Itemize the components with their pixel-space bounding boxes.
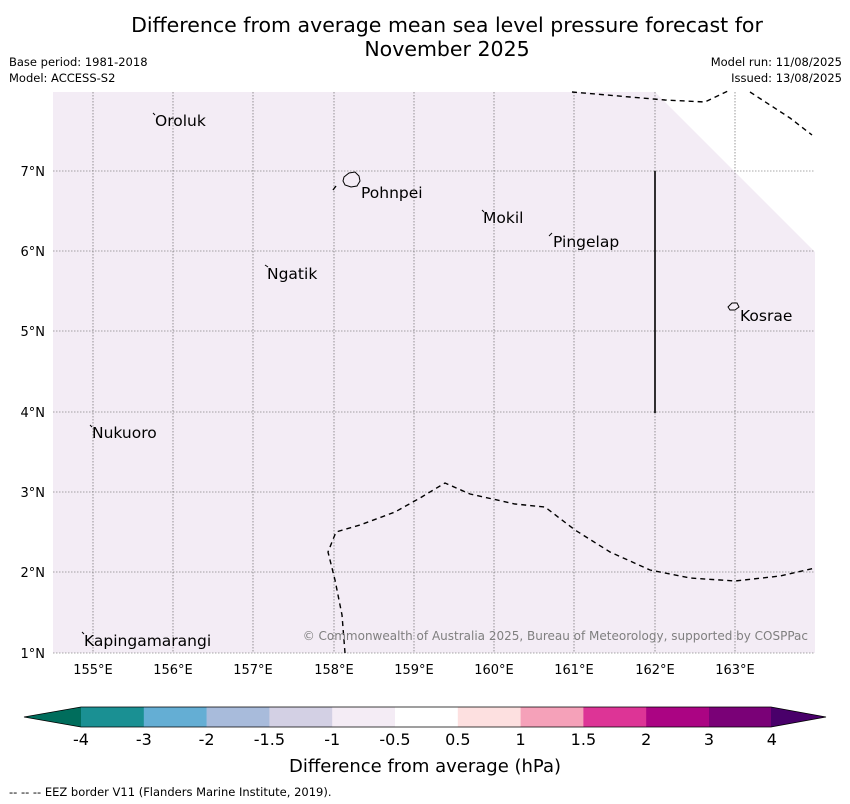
mokil-marker	[481, 209, 485, 213]
kapingamarangi-marker	[81, 631, 85, 635]
colorbar-tick-label: 1	[516, 730, 526, 749]
colorbar-segment	[583, 707, 647, 727]
colorbar-tick-label: 0.5	[445, 730, 470, 749]
colorbar-segment	[81, 707, 145, 727]
label-nukuoro: Nukuoro	[92, 424, 157, 442]
colorbar-tick-label: -4	[73, 730, 89, 749]
eez-border-south	[327, 482, 816, 654]
copyright-notice: © Commonwealth of Australia 2025, Bureau…	[303, 629, 808, 643]
lat-tick-5: 5°N	[21, 325, 46, 340]
colorbar-segment	[709, 707, 773, 727]
colorbar-tick-label: 1.5	[571, 730, 596, 749]
label-pohnpei: Pohnpei	[361, 184, 423, 202]
eez-borders	[327, 89, 816, 654]
colorbar-segment	[269, 707, 333, 727]
base-period: Base period: 1981-2018	[9, 55, 148, 69]
atoll-markers	[81, 112, 553, 635]
lat-tick-1: 1°N	[21, 647, 46, 662]
lon-tick-156: 156°E	[153, 663, 193, 678]
oroluk-marker	[152, 112, 156, 116]
lat-tick-7: 7°N	[21, 165, 46, 180]
pingelap-marker	[548, 232, 553, 237]
lon-tick-158: 158°E	[314, 663, 354, 678]
label-ngatik: Ngatik	[267, 265, 317, 283]
colorbar-tick-label: -3	[136, 730, 152, 749]
colorbar-tick-label: 3	[704, 730, 714, 749]
lat-tick-3: 3°N	[21, 486, 46, 501]
title-line-2: November 2025	[364, 37, 530, 61]
colorbar-high-extension	[771, 707, 826, 727]
meta-right: Model run: 11/08/2025 Issued: 13/08/2025	[711, 54, 842, 86]
model-name: Model: ACCESS-S2	[9, 71, 116, 85]
lon-tick-157: 157°E	[233, 663, 273, 678]
lon-tick-162: 162°E	[635, 663, 675, 678]
colorbar-segment	[143, 707, 207, 727]
kosrae-island	[727, 302, 740, 311]
colorbar-title: Difference from average (hPa)	[289, 756, 561, 777]
title-line-1: Difference from average mean sea level p…	[131, 13, 763, 37]
lon-tick-163: 163°E	[715, 663, 755, 678]
colorbar-segment	[395, 707, 459, 727]
label-oroluk: Oroluk	[155, 112, 206, 130]
label-pingelap: Pingelap	[553, 233, 619, 251]
lat-tick-6: 6°N	[21, 245, 46, 260]
model-run: Model run: 11/08/2025	[710, 55, 842, 69]
lat-tick-4: 4°N	[21, 406, 46, 421]
lon-tick-159: 159°E	[394, 663, 434, 678]
footer-note: -- -- -- EEZ border V11 (Flanders Marine…	[9, 785, 332, 799]
colorbar-tick-label: -2	[199, 730, 215, 749]
colorbar-segment	[646, 707, 710, 727]
nukuoro-marker	[89, 424, 93, 428]
colorbar-tick-label: -1.5	[254, 730, 285, 749]
pohnpei-island	[342, 171, 361, 188]
label-mokil: Mokil	[483, 209, 523, 227]
ngatik-marker	[264, 264, 269, 268]
colorbar-segment	[332, 707, 396, 727]
colorbar-segment	[520, 707, 584, 727]
map-fill	[53, 92, 815, 653]
lat-tick-2: 2°N	[21, 566, 46, 581]
label-kosrae: Kosrae	[740, 307, 792, 325]
issued-date: Issued: 13/08/2025	[731, 71, 842, 85]
lon-tick-161: 161°E	[554, 663, 594, 678]
lon-tick-160: 160°E	[474, 663, 514, 678]
colorbar-segments	[81, 707, 773, 727]
colorbar: -4 -3 -2 -1.5 -1 -0.5 0.5 1 1.5 2 3 4 Difference fr…	[23, 706, 827, 777]
chart-title: Difference from average mean sea level p…	[0, 13, 850, 61]
colorbar-outline	[23, 706, 827, 728]
lon-tick-155: 155°E	[73, 663, 113, 678]
colorbar-segment	[457, 707, 521, 727]
label-kapingamarangi: Kapingamarangi	[84, 632, 211, 650]
colorbar-low-extension	[24, 707, 81, 727]
meta-left: Base period: 1981-2018 Model: ACCESS-S2	[9, 54, 148, 86]
colorbar-tick-label: -0.5	[379, 730, 410, 749]
colorbar-tick-label: 2	[641, 730, 651, 749]
colorbar-labels: -4 -3 -2 -1.5 -1 -0.5 0.5 1 1.5 2 3 4	[73, 730, 777, 749]
eez-border-northeast	[749, 91, 813, 136]
eez-border-north	[571, 89, 731, 103]
colorbar-tick-label: -1	[324, 730, 340, 749]
colorbar-tick-label: 4	[767, 730, 777, 749]
colorbar-segment	[206, 707, 270, 727]
eez-border-pohnpei-stub	[332, 185, 337, 191]
